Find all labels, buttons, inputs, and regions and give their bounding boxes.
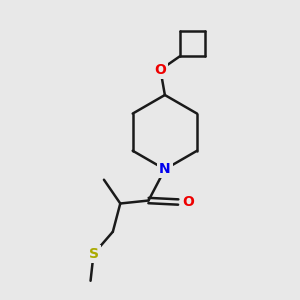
Text: O: O	[182, 195, 194, 209]
Text: S: S	[88, 247, 98, 261]
Text: N: N	[159, 162, 171, 176]
Text: O: O	[154, 63, 166, 77]
